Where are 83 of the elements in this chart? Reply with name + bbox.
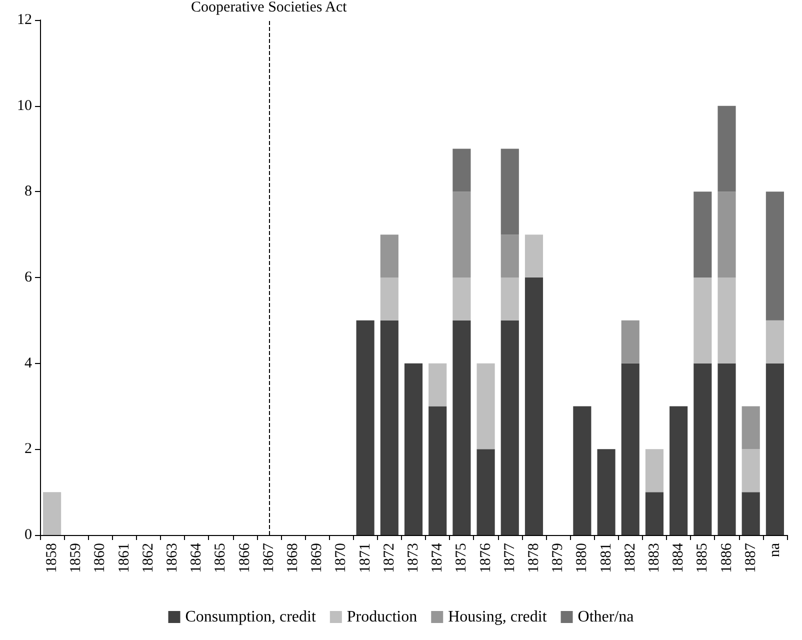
bar	[597, 449, 616, 535]
bar	[452, 278, 471, 320]
bar	[524, 278, 544, 535]
x-tick-label: 1867	[260, 542, 277, 573]
x-tick-label: 1885	[694, 543, 711, 573]
bar	[380, 234, 398, 278]
bar	[500, 278, 519, 320]
bar	[500, 234, 519, 278]
x-tick-label: 1864	[188, 542, 205, 573]
bar	[452, 320, 471, 535]
bar	[645, 492, 664, 535]
x-tick-label: 1878	[526, 543, 542, 573]
x-tick-label: 1860	[92, 543, 108, 573]
bar	[43, 492, 62, 535]
bar	[452, 192, 471, 278]
y-tick-label: 0	[24, 527, 32, 543]
x-tick-label: 1881	[598, 543, 614, 573]
bar	[380, 320, 398, 535]
y-tick-label: 10	[17, 98, 32, 114]
bar	[742, 492, 760, 535]
x-tick-label: 1875	[454, 543, 470, 573]
x-tick-label: 1862	[140, 543, 156, 573]
y-tick-label: 12	[17, 12, 32, 28]
x-tick-label: na	[766, 542, 783, 558]
bar	[694, 363, 712, 535]
x-tick-label: 1872	[381, 543, 398, 573]
bar	[356, 320, 374, 535]
bar	[500, 148, 519, 235]
bar	[500, 320, 519, 535]
x-tick-label: 1873	[406, 543, 422, 573]
x-tick-label: 1865	[212, 543, 229, 573]
bar	[428, 363, 447, 406]
bar	[670, 406, 688, 535]
x-tick-label: 1863	[164, 543, 181, 573]
bar	[742, 406, 760, 450]
bar	[476, 363, 495, 450]
legend-label: Other/na	[578, 608, 634, 626]
x-tick-label: 1858	[44, 543, 60, 573]
x-tick-label: 1884	[670, 542, 687, 573]
bar	[476, 449, 495, 535]
y-tick-label: 4	[24, 355, 32, 372]
x-tick-label: 1870	[333, 543, 350, 573]
bar	[718, 106, 736, 192]
x-tick-label: 1876	[478, 542, 494, 573]
legend-label: Housing, credit	[448, 608, 548, 626]
x-tick-label: 1880	[574, 543, 590, 573]
x-tick-label: 1883	[646, 543, 662, 573]
bar	[404, 363, 423, 535]
y-tick-label: 8	[24, 184, 32, 200]
x-tick-label: 1861	[116, 543, 132, 573]
x-tick-label: 1877	[502, 542, 518, 573]
bar	[645, 449, 664, 492]
x-tick-label: 1874	[430, 542, 446, 573]
y-tick-label: 6	[24, 270, 32, 286]
bar	[742, 449, 760, 492]
x-tick-label: 1859	[68, 543, 84, 573]
x-tick-label: 1871	[357, 543, 374, 573]
bar	[428, 406, 447, 535]
legend-label: Production	[346, 608, 418, 626]
bar	[694, 278, 712, 364]
bar	[573, 406, 592, 535]
bar	[766, 192, 784, 320]
x-tick-label: 1868	[285, 543, 302, 573]
x-tick-label: 1869	[309, 543, 326, 573]
y-tick-label: 2	[24, 441, 32, 458]
bar	[380, 278, 398, 320]
x-tick-label: 1886	[718, 542, 735, 573]
bar	[718, 192, 736, 278]
bar	[766, 320, 784, 364]
bar	[694, 192, 712, 278]
bar	[621, 363, 640, 535]
x-tick-label: 1882	[622, 543, 638, 573]
bar	[452, 148, 471, 192]
legend-label: Consumption, credit	[185, 608, 316, 626]
x-tick-label: 1887	[742, 542, 759, 573]
bar	[524, 234, 544, 278]
ref-line-label: Cooperative Societies Act	[191, 0, 348, 16]
bar	[766, 363, 784, 535]
bar	[621, 320, 640, 364]
x-tick-label: 1866	[236, 542, 253, 573]
x-tick-label: 1879	[550, 543, 566, 573]
bar	[718, 278, 736, 364]
bar	[718, 363, 736, 535]
